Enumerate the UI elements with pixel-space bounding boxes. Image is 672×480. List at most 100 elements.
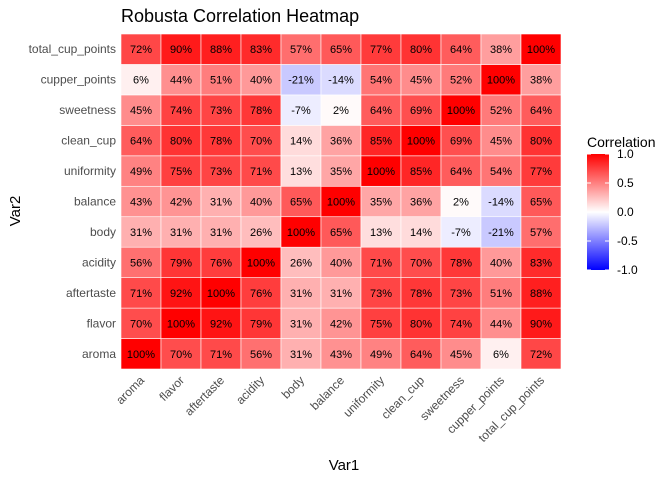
- heatmap-cell: [320, 338, 362, 370]
- cell-value-label: 26%: [290, 257, 312, 269]
- cell-value-label: 56%: [250, 349, 272, 361]
- heatmap-cell: [360, 185, 402, 218]
- cell-value-label: 65%: [330, 44, 352, 56]
- y-axis-ticks: aroma flavor aftertaste acidity body balance u…: [29, 42, 117, 361]
- cell-value-label: 43%: [130, 197, 152, 209]
- cell-value-label: 64%: [450, 166, 472, 178]
- cell-value-label: 31%: [290, 288, 312, 300]
- cell-value-label: 83%: [530, 257, 552, 269]
- cell-value-label: 6%: [133, 75, 149, 87]
- heatmap-cell: [280, 338, 322, 370]
- cell-value-label: 80%: [410, 318, 432, 330]
- cell-value-label: 31%: [170, 227, 192, 239]
- cell-value-label: 38%: [490, 44, 512, 56]
- cell-value-label: 72%: [530, 349, 552, 361]
- cell-value-label: 2%: [333, 105, 349, 117]
- cell-value-label: 54%: [370, 75, 392, 87]
- y-tick-label: sweetness: [59, 103, 116, 117]
- heatmap-cell: [520, 94, 562, 126]
- cell-value-label: 85%: [410, 166, 432, 178]
- heatmap-cell: [520, 64, 562, 96]
- cell-value-label: -21%: [288, 75, 314, 87]
- heatmap-cell: [400, 94, 442, 126]
- heatmap-cell: [280, 64, 322, 96]
- cell-value-label: 100%: [407, 136, 435, 148]
- cell-value-label: 100%: [487, 75, 515, 87]
- cell-value-label: 14%: [290, 136, 312, 148]
- cell-value-label: 31%: [330, 288, 352, 300]
- heatmap-cell: [120, 216, 162, 248]
- heatmap-cell: [240, 125, 282, 157]
- heatmap-cell: [160, 125, 202, 157]
- heatmap-cell: [280, 33, 322, 65]
- cell-value-label: 88%: [530, 288, 552, 300]
- y-tick-label: acidity: [82, 255, 116, 269]
- cell-value-label: 80%: [530, 136, 552, 148]
- cell-value-label: 52%: [490, 105, 512, 117]
- cell-value-label: 42%: [330, 318, 352, 330]
- cell-value-label: 6%: [493, 349, 509, 361]
- cell-value-label: 100%: [527, 44, 555, 56]
- cell-value-label: 73%: [210, 166, 232, 178]
- chart-title: Robusta Correlation Heatmap: [121, 6, 359, 26]
- y-tick-label: aftertaste: [66, 286, 116, 300]
- cell-value-label: 26%: [250, 227, 272, 239]
- heatmap-cell: [440, 33, 482, 65]
- heatmap-cell: [360, 277, 402, 309]
- heatmap-cell: [520, 155, 562, 187]
- heatmap-cell: [440, 155, 482, 187]
- heatmap-cell: [200, 277, 242, 309]
- cell-value-label: 71%: [370, 257, 392, 269]
- heatmap-cell: [360, 125, 402, 157]
- heatmap-cells: 100% 70% 71% 56% 31% 43% 49% 64% 45% 6% 72% 70% 100%…: [120, 33, 562, 370]
- cell-value-label: 73%: [370, 288, 392, 300]
- heatmap-cell: [320, 64, 362, 96]
- heatmap-cell: [440, 307, 482, 339]
- heatmap-cell: [400, 64, 442, 96]
- heatmap-cell: [360, 307, 402, 339]
- heatmap-cell: [520, 338, 562, 370]
- heatmap-cell: [360, 246, 402, 278]
- x-axis-title: Var1: [329, 457, 360, 474]
- legend-tick-label: 0.5: [617, 176, 634, 190]
- heatmap-cell: [200, 216, 242, 248]
- cell-value-label: 69%: [410, 105, 432, 117]
- heatmap-cell: [480, 155, 522, 187]
- cell-value-label: 71%: [130, 288, 152, 300]
- y-tick-label: uniformity: [64, 164, 116, 178]
- cell-value-label: 79%: [170, 257, 192, 269]
- cell-value-label: 90%: [170, 44, 192, 56]
- heatmap-cell: [480, 307, 522, 339]
- heatmap-cell: [320, 277, 362, 309]
- cell-value-label: 36%: [330, 136, 352, 148]
- heatmap-cell: [160, 185, 202, 218]
- heatmap-cell: [440, 216, 482, 248]
- heatmap-cell: [440, 64, 482, 96]
- cell-value-label: 100%: [447, 105, 475, 117]
- heatmap-cell: [200, 94, 242, 126]
- y-tick-label: total_cup_points: [29, 42, 116, 56]
- heatmap-cell: [200, 155, 242, 187]
- x-tick-label: flavor: [156, 373, 187, 404]
- cell-value-label: 31%: [130, 227, 152, 239]
- cell-value-label: 79%: [250, 318, 272, 330]
- cell-value-label: 43%: [330, 349, 352, 361]
- x-tick-label: body: [279, 373, 307, 401]
- heatmap-cell: [360, 94, 402, 126]
- heatmap-cell: [480, 125, 522, 157]
- heatmap-cell: [320, 185, 362, 218]
- heatmap-cell: [280, 216, 322, 248]
- cell-value-label: 100%: [207, 288, 235, 300]
- heatmap-cell: [360, 155, 402, 187]
- cell-value-label: 57%: [290, 44, 312, 56]
- cell-value-label: 51%: [210, 75, 232, 87]
- heatmap-cell: [160, 307, 202, 339]
- cell-value-label: 31%: [290, 349, 312, 361]
- heatmap-cell: [160, 246, 202, 278]
- legend-title: Correlation: [587, 134, 655, 150]
- heatmap-cell: [280, 185, 322, 218]
- heatmap-cell: [120, 246, 162, 278]
- cell-value-label: 40%: [490, 257, 512, 269]
- heatmap-cell: [240, 94, 282, 126]
- heatmap-cell: [280, 94, 322, 126]
